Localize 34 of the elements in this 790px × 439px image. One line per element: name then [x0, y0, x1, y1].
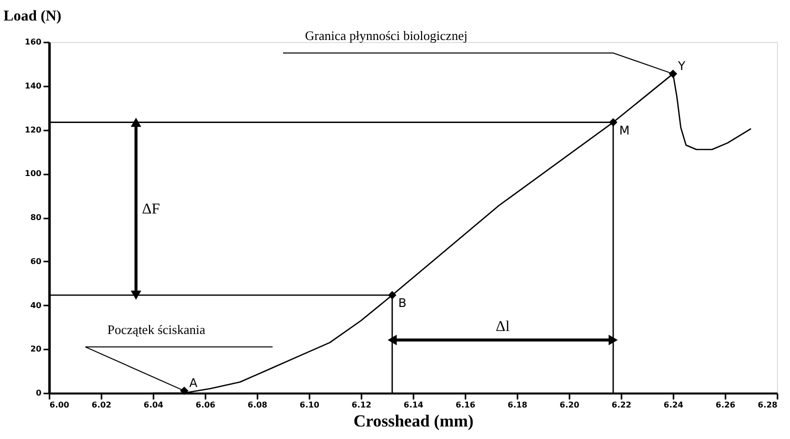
y-tick-label: 60 — [30, 256, 42, 266]
x-tick-label: 6.04 — [144, 400, 164, 410]
annotation: Y — [677, 58, 686, 73]
x-tick-label: 6.06 — [196, 400, 216, 410]
x-tick-label: 6.00 — [50, 400, 70, 410]
y-tick-label: 40 — [30, 300, 42, 310]
x-tick-label: 6.18 — [508, 400, 528, 410]
y-tick-label: 120 — [24, 125, 42, 134]
y-tick-label: 0 — [36, 388, 42, 398]
annotation: M — [619, 123, 630, 138]
x-tick-label: 6.12 — [352, 400, 372, 410]
y-tick-label: 140 — [24, 81, 42, 90]
x-tick-label: 6.10 — [300, 400, 320, 410]
annotation: Początek ściskania — [107, 322, 206, 337]
annotation: A — [189, 376, 198, 390]
annotation: Δl — [496, 319, 510, 335]
y-tick-label: 100 — [24, 169, 42, 178]
x-tick-label: 6.20 — [560, 400, 580, 410]
annotation: ΔF — [142, 202, 160, 218]
x-tick-label: 6.08 — [248, 400, 268, 410]
x-tick-label: 6.22 — [612, 400, 632, 410]
x-tick-label: 6.24 — [664, 400, 684, 410]
annotation: Granica płynności biologicznej — [305, 28, 468, 43]
x-tick-label: 6.16 — [456, 400, 476, 410]
y-tick-label: 20 — [30, 344, 42, 354]
annotation: B — [398, 296, 406, 310]
x-axis-title: Crosshead (mm) — [353, 412, 474, 430]
y-tick-label: 80 — [30, 213, 42, 222]
x-tick-label: 6.14 — [404, 400, 424, 410]
x-tick-label: 6.02 — [92, 400, 112, 410]
y-tick-label: 160 — [24, 38, 42, 46]
y-axis-title: Load (N) — [4, 8, 62, 24]
x-tick-label: 6.28 — [758, 400, 778, 410]
x-tick-label: 6.26 — [716, 400, 736, 410]
